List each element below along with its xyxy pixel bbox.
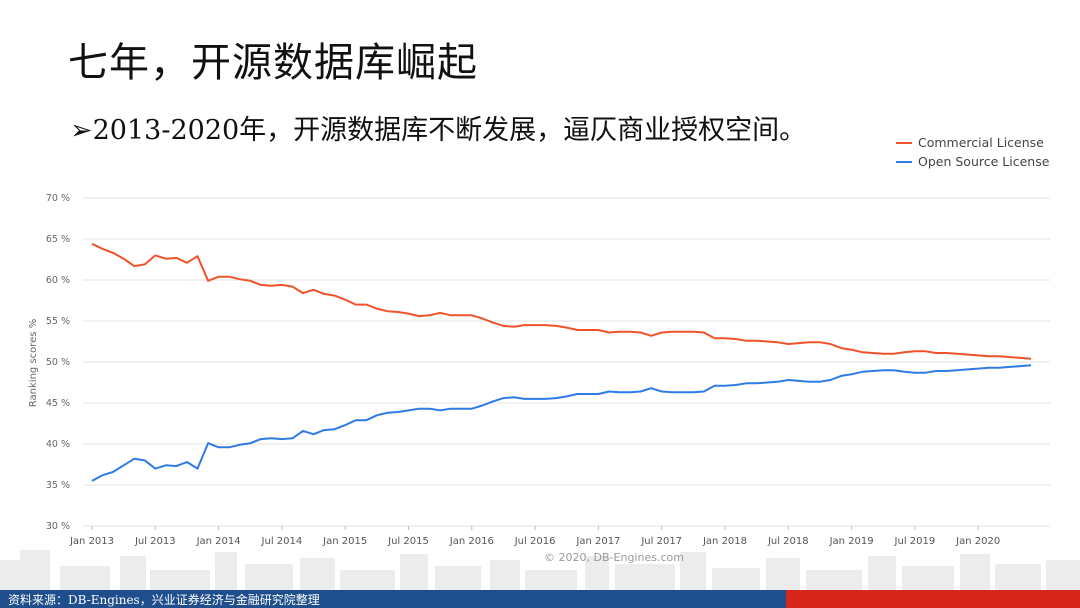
y-tick-label: 55 % bbox=[46, 316, 70, 327]
x-tick-label: Jul 2015 bbox=[387, 536, 429, 547]
x-tick-label: Jan 2018 bbox=[702, 536, 747, 547]
chart-watermark: © 2020, DB-Engines.com bbox=[544, 551, 684, 564]
footer-blue-band: 资料来源：DB-Engines，兴业证券经济与金融研究院整理 bbox=[0, 590, 786, 608]
legend-swatch-open-source bbox=[896, 160, 912, 163]
x-tick-label: Jan 2015 bbox=[322, 536, 367, 547]
chart-series bbox=[91, 242, 1032, 482]
x-tick-label: Jul 2017 bbox=[640, 536, 682, 547]
x-tick-label: Jul 2016 bbox=[514, 536, 556, 547]
footer-red-band bbox=[786, 590, 1080, 608]
page-subtitle: ➢2013-2020年，开源数据库不断发展，逼仄商业授权空间。 bbox=[70, 115, 807, 146]
series-line-commercial[interactable] bbox=[91, 242, 1032, 360]
y-tick-label: 70 % bbox=[46, 193, 70, 204]
legend-label-commercial: Commercial License bbox=[918, 135, 1044, 150]
x-tick-label: Jul 2014 bbox=[261, 536, 303, 547]
y-axis-ticks: 30 % 35 % 40 % 45 % 50 % 55 % 60 % 65 % 70 % bbox=[46, 193, 70, 532]
page-title: 七年，开源数据库崛起 bbox=[68, 40, 478, 86]
legend-item-open-source[interactable]: Open Source License bbox=[896, 152, 1049, 171]
series-line-open-source[interactable] bbox=[91, 364, 1032, 482]
source-note: 资料来源：DB-Engines，兴业证券经济与金融研究院整理 bbox=[8, 593, 320, 607]
y-tick-label: 50 % bbox=[46, 357, 70, 368]
skyline-decoration bbox=[0, 550, 1080, 590]
y-tick-label: 45 % bbox=[46, 398, 70, 409]
legend-item-commercial[interactable]: Commercial License bbox=[896, 133, 1049, 152]
legend-swatch-commercial bbox=[896, 141, 912, 144]
x-tick-label: Jul 2013 bbox=[134, 536, 176, 547]
y-tick-label: 40 % bbox=[46, 439, 70, 450]
y-tick-label: 60 % bbox=[46, 275, 70, 286]
footer-bar: 资料来源：DB-Engines，兴业证券经济与金融研究院整理 bbox=[0, 590, 1080, 608]
x-tick-label: Jan 2016 bbox=[449, 536, 494, 547]
legend-label-open-source: Open Source License bbox=[918, 154, 1050, 169]
x-tick-label: Jan 2014 bbox=[196, 536, 241, 547]
x-tick-label: Jul 2018 bbox=[767, 536, 809, 547]
x-tick-label: Jan 2019 bbox=[829, 536, 874, 547]
x-tick-label: Jan 2013 bbox=[69, 536, 114, 547]
y-axis-label: Ranking scores % bbox=[28, 319, 39, 407]
x-tick-label: Jul 2019 bbox=[894, 536, 936, 547]
y-tick-label: 30 % bbox=[46, 521, 70, 532]
x-tick-label: Jan 2017 bbox=[575, 536, 620, 547]
chart-grid bbox=[83, 197, 1050, 527]
x-axis-ticks: Jan 2013 Jul 2013 Jan 2014 Jul 2014 Jan 2015… bbox=[69, 526, 1000, 547]
x-tick-label: Jan 2020 bbox=[955, 536, 1000, 547]
chart-legend: Commercial License Open Source License bbox=[896, 133, 1049, 171]
y-tick-label: 35 % bbox=[46, 480, 70, 491]
y-tick-label: 65 % bbox=[46, 234, 70, 245]
